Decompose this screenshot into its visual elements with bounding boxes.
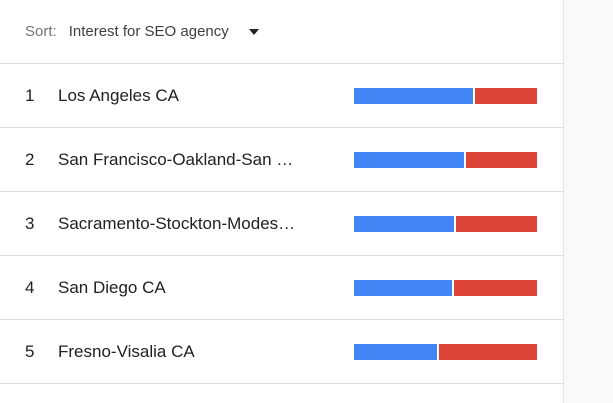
interest-bar (354, 88, 537, 104)
interest-bar (354, 344, 537, 360)
interest-bar (354, 216, 537, 232)
bar-divider (473, 88, 475, 104)
sort-value: Interest for SEO agency (68, 23, 229, 40)
list-item[interactable]: 4 San Diego CA (0, 256, 563, 320)
region-name: Sacramento-Stockton-Modesto CA (58, 213, 298, 233)
caret-down-icon (248, 29, 259, 35)
list-item[interactable]: 5 Fresno-Visalia CA (0, 320, 563, 384)
region-name: Los Angeles CA (58, 85, 179, 105)
bar-segment-b (454, 280, 537, 296)
list-item[interactable]: 1 Los Angeles CA (0, 64, 563, 128)
rank-number: 2 (25, 149, 35, 169)
ranking-list: 1 Los Angeles CA 2 San Francisco-Oakland-Sa… (0, 64, 563, 384)
region-name: San Francisco-Oakland-San Jose CA (58, 149, 298, 169)
sort-bar: Sort: Interest for SEO agency (0, 0, 563, 64)
list-item[interactable]: 3 Sacramento-Stockton-Modesto CA (0, 192, 563, 256)
rank-number: 4 (25, 277, 35, 297)
bar-segment-b (466, 152, 537, 168)
bar-segment-a (354, 280, 452, 296)
bar-segment-b (456, 216, 537, 232)
bar-segment-a (354, 216, 454, 232)
region-name: San Diego CA (58, 277, 166, 297)
rank-number: 1 (25, 85, 35, 105)
rank-number: 5 (25, 341, 35, 361)
bar-segment-b (475, 88, 537, 104)
sort-label: Sort: (25, 23, 57, 40)
region-name: Fresno-Visalia CA (58, 341, 195, 361)
region-ranking-panel: Sort: Interest for SEO agency 1 Los Angel… (0, 0, 564, 403)
list-item[interactable]: 2 San Francisco-Oakland-San Jose CA (0, 128, 563, 192)
sort-dropdown[interactable]: Interest for SEO agency (69, 23, 259, 40)
bar-segment-b (439, 344, 537, 360)
bar-divider (454, 216, 456, 232)
interest-bar (354, 280, 537, 296)
bar-divider (437, 344, 439, 360)
bar-segment-a (354, 344, 437, 360)
rank-number: 3 (25, 213, 35, 233)
bar-divider (464, 152, 466, 168)
bar-segment-a (354, 88, 473, 104)
bar-segment-a (354, 152, 464, 168)
bar-divider (452, 280, 454, 296)
interest-bar (354, 152, 537, 168)
